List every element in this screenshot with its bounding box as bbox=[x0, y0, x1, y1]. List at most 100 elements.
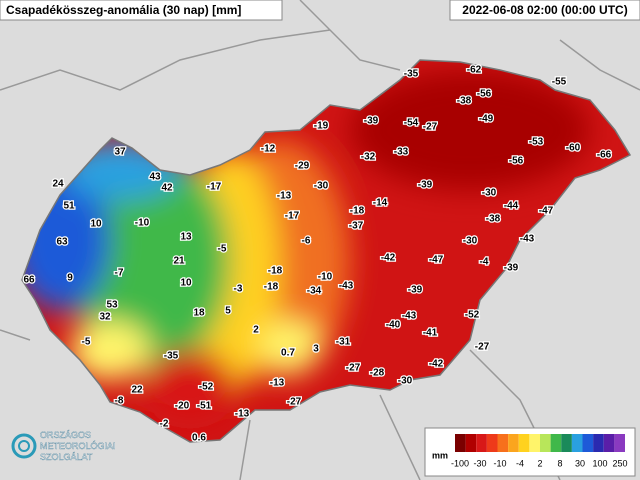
station-value: 10 bbox=[180, 278, 192, 289]
station-value: -14 bbox=[373, 198, 388, 209]
station-value: 53 bbox=[106, 300, 118, 311]
station-value: -39 bbox=[504, 263, 519, 274]
legend-swatch bbox=[540, 434, 551, 452]
station-value: -17 bbox=[207, 182, 222, 193]
station-value: -39 bbox=[408, 285, 423, 296]
station-value: -38 bbox=[486, 214, 501, 225]
station-value: 13 bbox=[180, 232, 192, 243]
station-value: -5 bbox=[82, 337, 91, 348]
station-value: -17 bbox=[285, 211, 300, 222]
legend: -100 -30 -10 -4 2 8 30 100 250 bbox=[451, 434, 628, 468]
station-value: 42 bbox=[161, 183, 173, 194]
station-value: -66 bbox=[597, 150, 612, 161]
station-value: -27 bbox=[423, 122, 438, 133]
station-value: -3 bbox=[234, 284, 243, 295]
station-value: -20 bbox=[175, 401, 190, 412]
legend-tick: 100 bbox=[592, 458, 607, 468]
station-value: 66 bbox=[23, 275, 35, 286]
station-value: -7 bbox=[115, 268, 124, 279]
station-value: -5 bbox=[218, 244, 227, 255]
station-value: -47 bbox=[539, 206, 554, 217]
logo-text: ORSZÁGOS bbox=[40, 430, 91, 440]
station-value: 63 bbox=[56, 237, 68, 248]
timestamp: 2022-06-08 02:00 (00:00 UTC) bbox=[462, 3, 627, 17]
station-value: -27 bbox=[346, 363, 361, 374]
station-value: 10 bbox=[90, 219, 102, 230]
legend-tick: 2 bbox=[537, 458, 542, 468]
legend-tick: -4 bbox=[516, 458, 524, 468]
station-value: -2 bbox=[160, 419, 169, 430]
station-value: 18 bbox=[193, 308, 205, 319]
station-value: -41 bbox=[423, 328, 438, 339]
station-value: 32 bbox=[99, 312, 111, 323]
station-value: -42 bbox=[429, 359, 444, 370]
station-value: -55 bbox=[552, 77, 567, 88]
station-value: -19 bbox=[314, 121, 329, 132]
legend-swatch bbox=[571, 434, 583, 452]
legend-swatch bbox=[455, 434, 466, 452]
station-labels: -35 -62-55-38-56-19 -39 -54 -27-49-53-60-66-… bbox=[22, 63, 613, 445]
station-value: -18 bbox=[268, 266, 283, 277]
legend-swatch bbox=[582, 434, 594, 452]
legend-swatch bbox=[529, 434, 540, 452]
station-value: -54 bbox=[404, 118, 419, 129]
station-value: -43 bbox=[402, 311, 417, 322]
legend-tick: 8 bbox=[557, 458, 562, 468]
station-value: -30 bbox=[398, 376, 413, 387]
legend-swatch bbox=[465, 434, 477, 452]
station-value: -29 bbox=[295, 161, 310, 172]
title: Csapadékösszeg-anomália (30 nap) [mm] bbox=[6, 3, 241, 17]
station-value: -51 bbox=[197, 401, 212, 412]
station-value: 0.7 bbox=[281, 348, 295, 359]
legend-tick: -100 bbox=[451, 458, 469, 468]
station-value: -60 bbox=[566, 143, 581, 154]
station-value: -52 bbox=[465, 310, 480, 321]
station-value: -52 bbox=[199, 382, 214, 393]
logo-text: METEOROLÓGIAI bbox=[40, 441, 116, 451]
legend-tick: 30 bbox=[575, 458, 585, 468]
station-value: -35 bbox=[164, 351, 179, 362]
logo-text: SZOLGÁLAT bbox=[40, 452, 93, 462]
station-value: -18 bbox=[350, 206, 365, 217]
station-value: 24 bbox=[52, 179, 64, 190]
station-value: -49 bbox=[479, 114, 494, 125]
station-value: -18 bbox=[264, 282, 279, 293]
legend-unit: mm bbox=[432, 450, 448, 460]
station-value: 2 bbox=[253, 325, 259, 336]
station-value: -53 bbox=[529, 137, 544, 148]
station-value: -4 bbox=[480, 257, 489, 268]
station-value: -42 bbox=[381, 253, 396, 264]
station-value: -56 bbox=[477, 89, 492, 100]
legend-swatch bbox=[593, 434, 604, 452]
legend-swatch bbox=[518, 434, 530, 452]
station-value: 21 bbox=[173, 256, 185, 267]
station-value: -35 bbox=[404, 69, 419, 80]
station-value: -28 bbox=[370, 368, 385, 379]
station-value: -40 bbox=[386, 320, 401, 331]
station-value: -31 bbox=[336, 337, 351, 348]
station-value: -43 bbox=[339, 281, 354, 292]
station-value: -12 bbox=[261, 144, 276, 155]
station-value: -6 bbox=[302, 236, 311, 247]
station-value: 22 bbox=[131, 385, 143, 396]
station-value: -39 bbox=[418, 180, 433, 191]
station-value: 5 bbox=[225, 306, 231, 317]
legend-tick: -30 bbox=[473, 458, 486, 468]
legend-swatch bbox=[561, 434, 572, 452]
legend-tick: 250 bbox=[612, 458, 627, 468]
legend-swatch bbox=[476, 434, 487, 452]
station-value: -43 bbox=[520, 234, 535, 245]
station-value: -13 bbox=[235, 409, 250, 420]
legend-swatch bbox=[550, 434, 562, 452]
legend-swatch bbox=[603, 434, 615, 452]
station-value: 9 bbox=[67, 273, 73, 284]
station-value: -10 bbox=[318, 272, 333, 283]
station-value: -13 bbox=[277, 191, 292, 202]
station-value: 37 bbox=[114, 147, 126, 158]
station-value: 0.6 bbox=[192, 433, 206, 444]
station-value: -37 bbox=[349, 221, 364, 232]
time-box bbox=[449, 0, 640, 21]
station-value: -34 bbox=[307, 286, 322, 297]
